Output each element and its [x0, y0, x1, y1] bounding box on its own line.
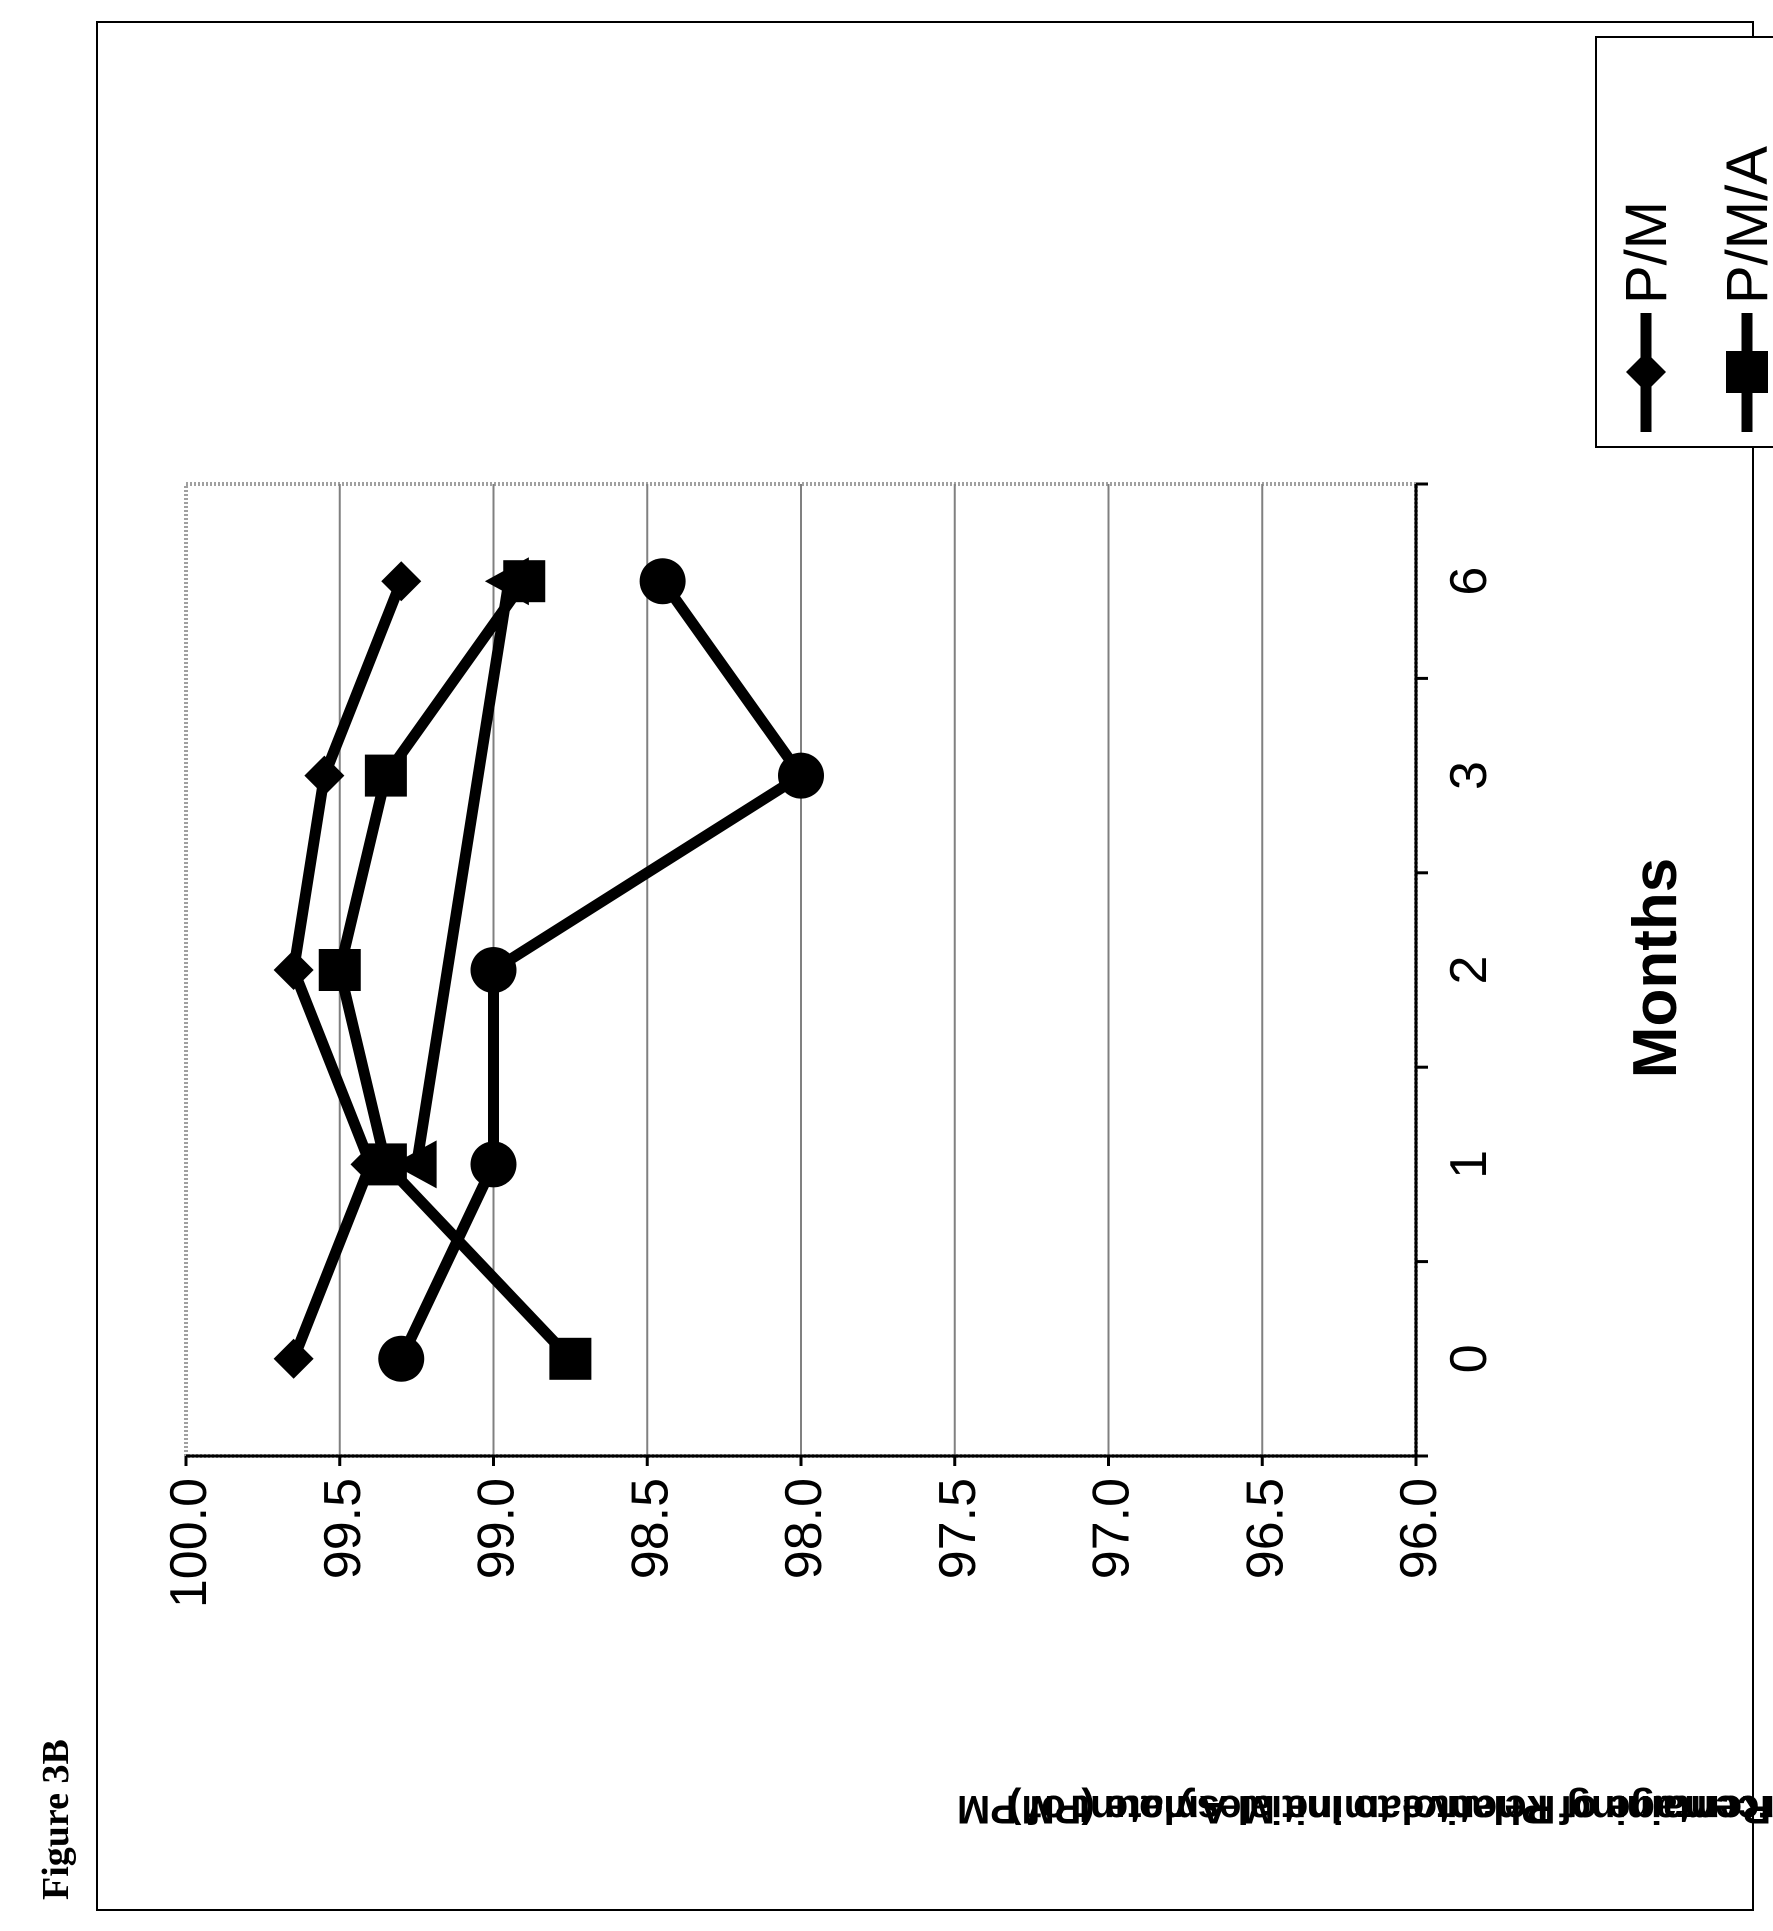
data-point-diamond	[273, 1338, 314, 1379]
y-axis-title-line: Percentage of Phentolamine Mesylate (PM)	[1008, 1787, 1773, 1831]
data-point-diamond	[273, 950, 314, 990]
category-tick-label: 2	[1440, 956, 1498, 985]
data-point-diamond	[381, 561, 422, 602]
category-tick-label: 1	[1440, 1150, 1498, 1179]
data-point-circle	[378, 1335, 425, 1382]
value-tick-label: 99.5	[314, 1478, 372, 1579]
legend-marker-diamond	[1626, 352, 1666, 392]
data-point-circle	[470, 947, 517, 993]
value-tick-label: 97.0	[1083, 1478, 1141, 1579]
series-p-m-a-h	[392, 557, 529, 1189]
figure-label-text: Figure 3B	[35, 1739, 77, 1900]
data-point-circle	[470, 1141, 517, 1188]
data-point-diamond	[304, 755, 345, 796]
data-point-square	[364, 754, 407, 797]
series-layer	[273, 557, 824, 1382]
value-tick-label: 100.0	[160, 1478, 218, 1608]
value-tick-label: 98.5	[621, 1478, 679, 1579]
data-point-circle	[778, 752, 824, 799]
data-point-square	[549, 1337, 592, 1380]
value-tick-label: 96.0	[1390, 1478, 1448, 1579]
data-point-square	[318, 949, 361, 991]
figure-label: Figure 3B	[35, 1739, 77, 1900]
category-tick-label: 6	[1440, 567, 1498, 596]
series-nova	[378, 558, 824, 1382]
category-tick-label: 0	[1440, 1344, 1498, 1373]
value-tick-label: 99.0	[468, 1478, 526, 1579]
y-axis-title-line: Remaining Relative to Initial Amount of …	[957, 1787, 1771, 1831]
plot-area	[184, 482, 1418, 1458]
axis-labels: 100.0 99.5 99.0 98.5 98.0 97.5 97.0 96.5 96.0 0 1 2…	[160, 567, 1773, 1831]
value-tick-label: 96.5	[1236, 1478, 1294, 1579]
legend-marker-square	[1726, 351, 1768, 393]
series-line	[411, 580, 515, 1166]
axes	[184, 482, 1428, 1466]
value-tick-label: 97.5	[929, 1478, 987, 1579]
legend-entry: P/M	[1614, 201, 1679, 432]
legend-label: P/M	[1614, 201, 1679, 304]
value-tick-label: 98.0	[775, 1478, 833, 1579]
data-point-triangle	[484, 557, 529, 606]
data-point-triangle	[392, 1140, 437, 1189]
legend: P/MP/M/AP/M/A/HNova	[1595, 36, 1773, 448]
legend-label: P/M/A	[1715, 146, 1773, 304]
category-tick-label: 3	[1440, 761, 1498, 790]
chart-area-border	[96, 21, 1754, 1911]
x-axis-title: Months	[1621, 858, 1690, 1078]
legend-entry: P/M/A	[1715, 146, 1773, 432]
data-point-circle	[639, 558, 686, 605]
